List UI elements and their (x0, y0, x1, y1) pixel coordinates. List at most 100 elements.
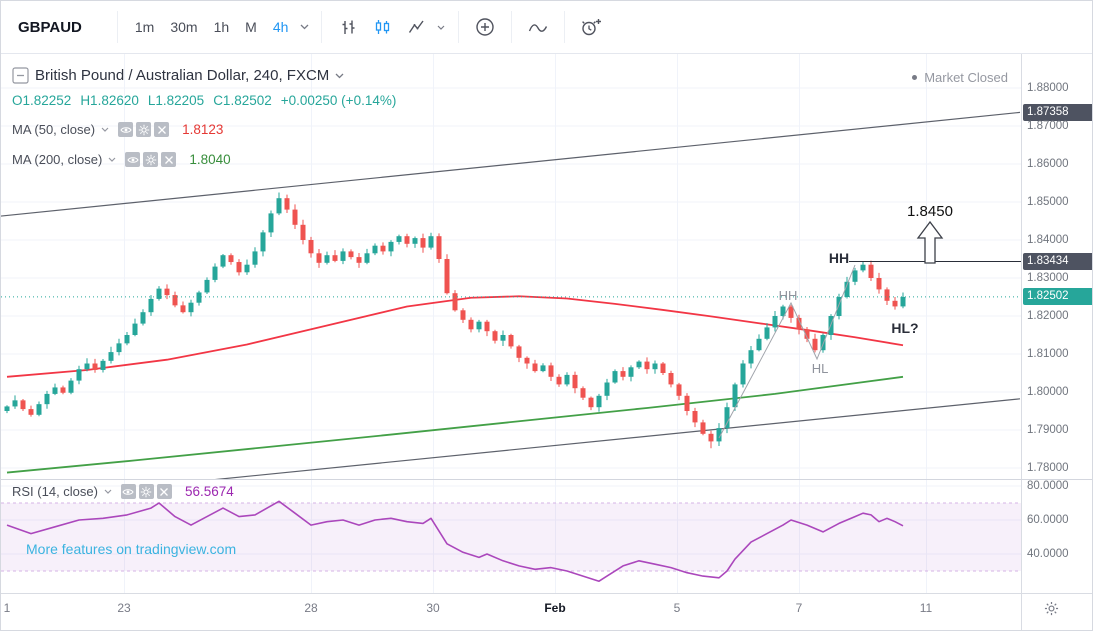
ohlc-close: C1.82502 (213, 93, 272, 108)
timeframe-button-1h[interactable]: 1h (213, 19, 230, 35)
ma50-chevron-icon[interactable] (101, 127, 109, 132)
ma50-label[interactable]: MA (50, close) (12, 122, 96, 137)
axis-settings-gear-icon[interactable] (1044, 601, 1059, 621)
ma200-chevron-icon[interactable] (108, 157, 116, 162)
timeframe-button-4h[interactable]: 4h (272, 19, 289, 35)
timeframe-menu-chevron-icon[interactable] (296, 9, 312, 45)
symbol-title[interactable]: British Pound / Australian Dollar, 240, … (35, 67, 330, 84)
annotation-hh[interactable]: HH (829, 250, 849, 266)
ohlc-low: L1.82205 (147, 93, 205, 108)
rsi-line (6, 500, 904, 583)
price-axis-label: 80.0000 (1027, 480, 1069, 492)
symbol-title-chevron-icon[interactable] (335, 73, 344, 79)
circle-plus-icon[interactable] (468, 9, 502, 45)
tradingview-link[interactable]: More features on tradingview.com (26, 541, 237, 557)
rsi-chevron-icon[interactable] (104, 489, 112, 494)
price-axis-label: 1.81000 (1027, 348, 1069, 360)
toolbar-separator (116, 11, 118, 43)
eye-icon[interactable] (125, 152, 141, 167)
price-axis-label: 1.78000 (1027, 462, 1069, 474)
ma200-label[interactable]: MA (200, close) (12, 152, 103, 167)
price-axis-label: 1.79000 (1027, 424, 1069, 436)
market-status-dot-icon (912, 75, 918, 80)
channel-lower-trendline (214, 398, 1021, 479)
alarm-clock-plus-icon[interactable] (574, 9, 608, 45)
price-axis-label: 1.88000 (1027, 82, 1069, 94)
close-icon[interactable] (154, 122, 170, 137)
price-axis-badge: 1.83434 (1023, 253, 1092, 270)
price-axis-label: 1.82000 (1027, 310, 1069, 322)
ma50-value: 1.8123 (182, 122, 224, 137)
ma50-line (6, 295, 904, 378)
time-axis-border (1, 593, 1092, 594)
time-axis-label: 5 (673, 601, 681, 615)
legend-collapse-icon[interactable] (12, 67, 29, 84)
ma200-line (6, 375, 904, 474)
swing-zigzag-line (718, 264, 856, 439)
price-axis-label: 40.0000 (1027, 548, 1069, 560)
toolbar-separator (458, 11, 460, 43)
annotation-hlq[interactable]: HL? (891, 320, 918, 336)
time-axis-label: 28 (304, 601, 318, 615)
ohlc-high: H1.82620 (80, 93, 139, 108)
ohlc-row: O1.82252 H1.82620 L1.82205 C1.82502 +0.0… (12, 93, 396, 108)
close-icon[interactable] (161, 152, 177, 167)
axis-border (1021, 53, 1022, 630)
toolbar-separator (321, 11, 323, 43)
settings-icon[interactable] (136, 122, 152, 137)
toolbar-separator (564, 11, 566, 43)
style-menu-chevron-icon[interactable] (433, 9, 449, 45)
timeframe-button-30m[interactable]: 30m (170, 19, 198, 35)
settings-icon[interactable] (138, 484, 154, 499)
timeframe-button-1m[interactable]: 1m (134, 19, 155, 35)
price-axis-label: 1.86000 (1027, 158, 1069, 170)
candles (4, 192, 906, 449)
time-axis-label: Feb (544, 601, 566, 615)
ohlc-change: +0.00250 (+0.14%) (280, 93, 397, 108)
target-price-label[interactable]: 1.8450 (907, 203, 953, 220)
ma200-value: 1.8040 (189, 152, 231, 167)
bars-style-icon[interactable] (331, 9, 365, 45)
price-axis-label: 60.0000 (1027, 514, 1069, 526)
settings-icon[interactable] (143, 152, 159, 167)
channel-upper-trendline (1, 111, 1021, 217)
price-axis-label: 1.85000 (1027, 196, 1069, 208)
symbol-legend-row: British Pound / Australian Dollar, 240, … (12, 67, 344, 84)
market-status-label: Market Closed (924, 70, 1008, 85)
eye-icon[interactable] (118, 122, 134, 137)
price-axis-label: 1.80000 (1027, 386, 1069, 398)
close-icon[interactable] (156, 484, 172, 499)
ma200-legend-row: MA (200, close) 1.8040 (12, 152, 231, 167)
pane-separator[interactable] (1, 479, 1092, 480)
area-style-icon[interactable] (399, 9, 433, 45)
rsi-legend-row: RSI (14, close) 56.5674 (12, 484, 234, 499)
target-up-arrow[interactable] (916, 220, 944, 264)
chart-canvas[interactable]: HH HH HL HL? 1.8450 (1, 53, 1021, 593)
time-axis-label: 23 (117, 601, 131, 615)
annotation-hl[interactable]: HL (812, 361, 829, 376)
time-axis-label: 7 (795, 601, 803, 615)
price-axis-badge: 1.87358 (1023, 103, 1092, 121)
curve-icon[interactable] (521, 9, 555, 45)
time-axis-label: 11 (919, 601, 933, 615)
eye-icon[interactable] (120, 484, 136, 499)
candles-style-icon[interactable] (365, 9, 399, 45)
rsi-value: 56.5674 (184, 484, 234, 499)
price-axis-label: 1.84000 (1027, 234, 1069, 246)
ma50-legend-row: MA (50, close) 1.8123 (12, 122, 223, 137)
timeframe-group: 1m 30m 1h M 4h (127, 14, 297, 40)
annotation-hh[interactable]: HH (779, 288, 798, 303)
price-axis-label: 1.87000 (1027, 120, 1069, 132)
time-axis-label: 1 (3, 601, 11, 615)
ohlc-open: O1.82252 (12, 93, 72, 108)
symbol-button[interactable]: GBPAUD (18, 18, 82, 36)
rsi-label[interactable]: RSI (14, close) (12, 484, 98, 499)
top-toolbar: GBPAUD 1m 30m 1h M 4h (1, 1, 1092, 54)
price-axis-label: 1.83000 (1027, 272, 1069, 284)
market-status: Market Closed (912, 70, 1008, 85)
time-axis-label: 30 (426, 601, 440, 615)
toolbar-separator (511, 11, 513, 43)
price-axis-badge: 1.82502 (1023, 288, 1092, 306)
timeframe-button-M[interactable]: M (245, 19, 257, 35)
